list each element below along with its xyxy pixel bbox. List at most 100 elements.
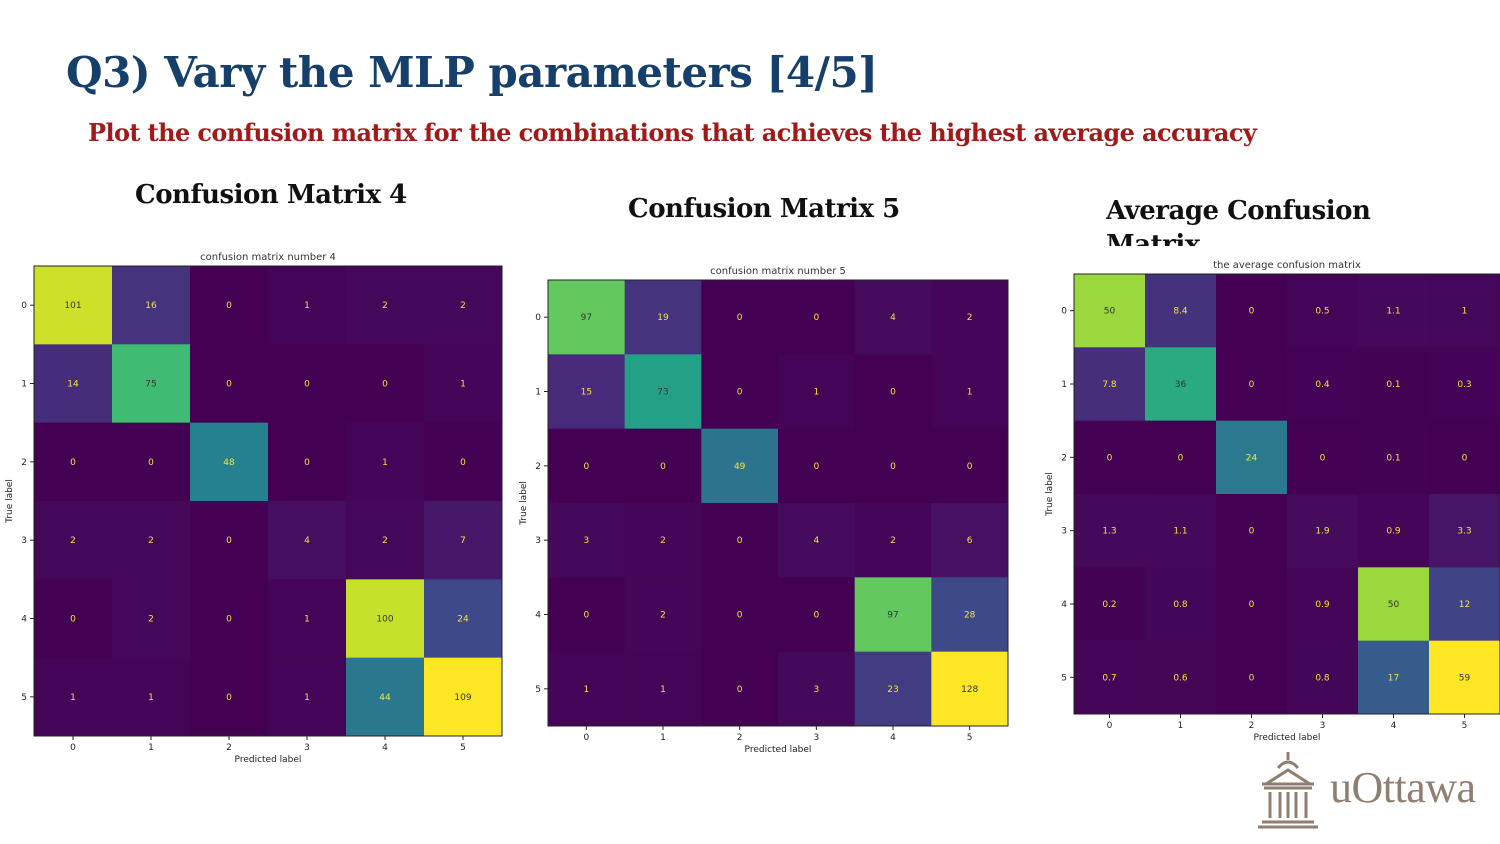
cell-value-label: 0	[660, 462, 666, 472]
cell-value-label: 128	[961, 685, 978, 695]
matrix-cell	[1074, 274, 1146, 348]
matrix-cell	[346, 657, 425, 737]
cell-value-label: 0	[226, 301, 232, 311]
matrix-cell	[1145, 640, 1217, 715]
matrix-cell	[34, 422, 113, 502]
matrix-cell	[931, 651, 1009, 727]
matrix-cell	[34, 344, 113, 424]
matrix-cell	[112, 422, 191, 502]
cell-value-label: 0	[70, 458, 76, 468]
matrix-cell	[701, 577, 779, 653]
y-tick-label: 2	[21, 458, 27, 468]
x-tick-label: 1	[660, 733, 666, 743]
matrix-cell	[1216, 567, 1288, 642]
matrix-cell	[548, 577, 626, 653]
matrix-cell	[854, 577, 932, 653]
cell-value-label: 0	[813, 313, 819, 323]
cell-value-label: 0	[226, 693, 232, 703]
cell-value-label: 0.5	[1315, 307, 1329, 317]
cell-value-label: 0.7	[1102, 673, 1116, 683]
confusion-matrix-5-chart: confusion matrix number 5 97 19 0 0 4 2 15 73 0 1 0…	[516, 258, 1016, 758]
x-tick-label: 3	[813, 733, 819, 743]
x-tick-label: 5	[460, 743, 466, 753]
matrix-cell	[624, 354, 702, 430]
cell-value-label: 1	[382, 458, 388, 468]
matrix-cell	[34, 579, 113, 659]
cell-value-label: 1	[813, 388, 819, 398]
cell-value-label: 3.3	[1457, 527, 1471, 537]
cell-value-label: 1	[304, 615, 310, 625]
x-tick-label: 0	[1107, 721, 1113, 731]
cell-value-label: 101	[64, 301, 81, 311]
cell-value-label: 109	[454, 693, 471, 703]
y-tick-label: 1	[1061, 380, 1067, 390]
cell-value-label: 97	[887, 611, 898, 621]
matrix-cell	[190, 344, 269, 424]
cell-value-label: 0.4	[1315, 380, 1330, 390]
cell-value-label: 1	[304, 301, 310, 311]
matrix-cell	[931, 354, 1009, 430]
y-tick-label: 5	[21, 693, 27, 703]
matrix-cell	[778, 354, 856, 430]
average-confusion-matrix-chart: the average confusion matrix 50 8.4 0 0.5 1.1…	[1036, 254, 1500, 744]
cell-value-label: 4	[304, 536, 310, 546]
cell-value-label: 48	[223, 458, 235, 468]
matrix-cell	[1429, 567, 1500, 642]
cell-value-label: 97	[581, 313, 592, 323]
cell-value-label: 0	[583, 611, 589, 621]
cell-value-label: 0	[304, 458, 310, 468]
matrix-cell	[854, 428, 932, 504]
matrix-cell	[1429, 274, 1500, 348]
heading-confusion-matrix-4: Confusion Matrix 4	[135, 180, 407, 210]
x-tick-label: 0	[70, 743, 76, 753]
matrix-cell	[1287, 640, 1359, 715]
x-tick-label: 2	[1249, 721, 1255, 731]
cell-value-label: 7	[460, 536, 466, 546]
cell-value-label: 0	[737, 536, 743, 546]
matrix-cell	[112, 501, 191, 580]
matrix-cell	[854, 280, 932, 355]
x-axis-label: Predicted label	[235, 755, 302, 765]
matrix-cell	[1216, 640, 1288, 715]
matrix-cell	[701, 354, 779, 430]
matrix-cell	[778, 577, 856, 653]
y-tick-label: 0	[21, 301, 27, 311]
cell-value-label: 2	[382, 301, 388, 311]
cell-value-label: 0.9	[1386, 527, 1401, 537]
matrix-cell	[268, 266, 347, 345]
matrix-cell	[1216, 274, 1288, 348]
cell-value-label: 3	[813, 685, 819, 695]
matrix-cell	[268, 344, 347, 424]
matrix-cell	[1287, 347, 1359, 422]
cell-value-label: 0.2	[1102, 600, 1116, 610]
matrix-cell	[1145, 567, 1217, 642]
matrix-cell	[854, 354, 932, 430]
matrix-cell	[1358, 274, 1430, 348]
cell-value-label: 19	[657, 313, 669, 323]
cell-value-label: 73	[657, 388, 668, 398]
cell-value-label: 0	[737, 313, 743, 323]
y-axis-label: True label	[1045, 472, 1055, 517]
heading-average-confusion-matrix: Average Confusion Matrix	[1106, 196, 1371, 246]
matrix-cell	[1216, 420, 1288, 495]
cell-value-label: 0	[70, 615, 76, 625]
cell-value-label: 2	[660, 536, 666, 546]
x-tick-label: 3	[1320, 721, 1326, 731]
matrix-cell	[424, 501, 503, 580]
matrix-cell	[701, 651, 779, 727]
x-tick-label: 4	[890, 733, 896, 743]
matrix-cell	[190, 657, 269, 737]
cell-value-label: 0	[304, 380, 310, 390]
matrix-cell	[346, 579, 425, 659]
matrix-cell	[112, 266, 191, 345]
y-tick-label: 3	[1061, 527, 1067, 537]
cell-value-label: 0	[1249, 673, 1255, 683]
y-tick-label: 4	[1061, 600, 1067, 610]
cell-value-label: 0.1	[1386, 380, 1400, 390]
cell-value-label: 1	[1462, 307, 1468, 317]
x-tick-label: 3	[304, 743, 310, 753]
cell-value-label: 2	[148, 615, 154, 625]
cell-value-label: 17	[1388, 673, 1399, 683]
cell-value-label: 0.1	[1386, 453, 1400, 463]
cell-value-label: 1.9	[1315, 527, 1330, 537]
